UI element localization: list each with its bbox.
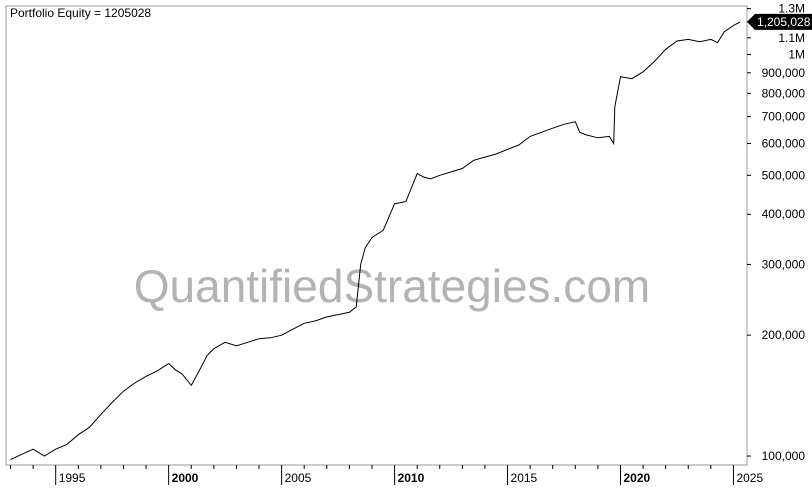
y-tick-label: 600,000	[762, 137, 806, 151]
x-tick-label: 2015	[511, 471, 538, 485]
x-tick-label: 2005	[285, 471, 312, 485]
y-tick-label: 900,000	[762, 66, 806, 80]
y-tick-label: 1M	[788, 47, 805, 61]
y-tick-label: 1.1M	[778, 31, 805, 45]
plot-frame	[5, 5, 748, 466]
y-tick-label: 700,000	[762, 110, 806, 124]
y-tick-label: 800,000	[762, 86, 806, 100]
y-tick-label: 1.3M	[778, 2, 805, 16]
x-tick-label: 2000	[172, 471, 199, 485]
chart-title: Portfolio Equity = 1205028	[10, 6, 151, 20]
last-value-marker: 1,205,028	[747, 13, 812, 30]
x-tick-label: 2025	[736, 471, 763, 485]
x-tick-label: 2010	[398, 471, 425, 485]
equity-series-line	[10, 21, 741, 461]
y-tick-label: 400,000	[762, 207, 806, 221]
y-tick-label: 300,000	[762, 257, 806, 271]
last-value-tag	[747, 13, 812, 30]
last-value-label: 1,205,028	[757, 15, 811, 29]
y-axis: 100,000 200,000 300,000 400,000 500,000 600,0…	[747, 2, 805, 463]
watermark: QuantifiedStrategies.com	[134, 260, 651, 312]
y-tick-label: 200,000	[762, 328, 806, 342]
y-tick-label: 100,000	[762, 449, 806, 463]
x-axis: 1995 2000 2005 2010 2015 2020 2025	[10, 465, 763, 485]
x-tick-label: 2020	[623, 471, 650, 485]
x-tick-label: 1995	[59, 471, 86, 485]
y-tick-label: 500,000	[762, 168, 806, 182]
